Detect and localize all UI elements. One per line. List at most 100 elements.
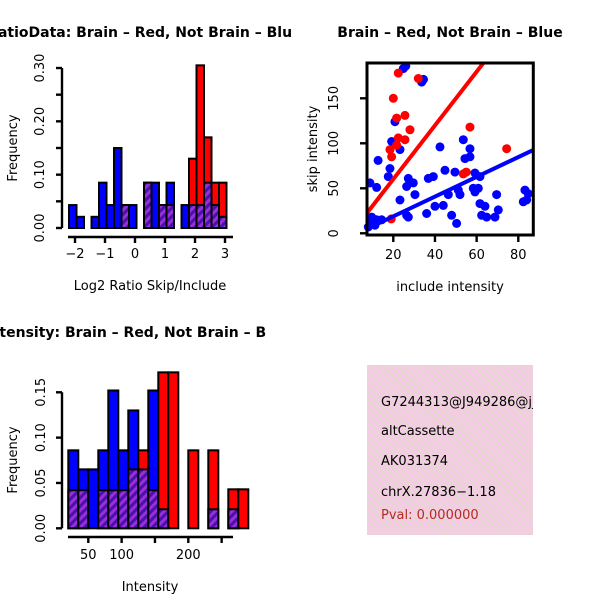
scatter-point-blue [480, 201, 490, 211]
scatter-point-red [465, 122, 475, 132]
scatter-point-red [413, 74, 423, 83]
svg-text:Frequency: Frequency [6, 114, 21, 181]
histogram-bar [105, 204, 115, 229]
histogram-overlap-bar [188, 204, 198, 229]
histogram-overlap-bar [227, 508, 240, 530]
svg-text:0: 0 [131, 247, 139, 262]
scatter-point-blue [422, 209, 432, 218]
svg-text:−1: −1 [95, 247, 114, 262]
tick-labels: −2 −1 0 1 2 3 0.00 0.10 0.20 0.30 [33, 54, 229, 262]
histogram-bar [98, 181, 108, 229]
svg-text:50: 50 [80, 548, 97, 563]
svg-text:20: 20 [385, 248, 402, 263]
histogram-overlap-bar [97, 489, 110, 530]
histogram-overlap-bar [127, 468, 140, 530]
histogram-overlap-bar [137, 468, 150, 530]
tick-labels: 20 40 60 80 0 50 100 150 [327, 86, 527, 263]
scatter-point-blue [473, 183, 483, 193]
scatter-point-blue [405, 177, 415, 187]
svg-text:2: 2 [191, 247, 199, 262]
axis-titles: include intensity skip intensity Brain – R… [306, 25, 563, 295]
histogram-overlap-bar [67, 489, 80, 530]
histogram-overlap-bar [147, 489, 160, 530]
panel-ratio-histogram: −2 −1 0 1 2 3 0.00 0.10 0.20 0.30 Log2 Ratio Skip/… [0, 0, 300, 300]
scatter-point-blue [440, 165, 450, 175]
histogram-bar [68, 204, 78, 229]
histogram-bar [113, 147, 123, 230]
svg-text:150: 150 [327, 86, 342, 111]
histogram-bar [75, 215, 85, 230]
scatter-point-blue [373, 155, 383, 165]
svg-text:−2: −2 [65, 247, 84, 262]
pval-text: Pval: 0.000000 [381, 508, 479, 523]
histogram-overlap-bar [165, 204, 175, 229]
histogram-bar [87, 468, 100, 530]
axes [56, 391, 233, 543]
scatter-point-red [388, 93, 398, 103]
scatter-point-red [392, 140, 402, 150]
event-type-text: altCassette [381, 424, 455, 439]
svg-text:Intensity: Intensity [122, 580, 179, 595]
panel-info: G7244313@J949286@j_ altCassette AK031374… [300, 300, 600, 600]
plot-box [365, 61, 535, 237]
histogram-bar [237, 488, 250, 530]
histogram-overlap-bar [203, 181, 213, 229]
histogram-overlap-bar [117, 489, 130, 530]
histogram-overlap-bar [195, 204, 205, 229]
svg-text:1: 1 [161, 247, 169, 262]
histogram-overlap-bar [158, 204, 168, 229]
svg-text:100: 100 [327, 131, 342, 156]
histogram-bar [167, 371, 180, 530]
chromosome-text: chrX.27836−1.18 [381, 485, 496, 500]
histogram-overlap-bar [143, 181, 153, 229]
scatter-point-blue [490, 212, 500, 222]
scatter-point-red [392, 113, 402, 123]
panel-intensity-scatter: 20 40 60 80 0 50 100 150 include intensity skip i… [300, 0, 600, 300]
svg-text:0.10: 0.10 [34, 423, 49, 452]
scatter-point-blue [438, 200, 448, 210]
svg-text:80: 80 [510, 248, 527, 263]
svg-text:0.00: 0.00 [34, 514, 49, 543]
scatter-point-blue [465, 144, 475, 154]
histogram-overlap-bar [107, 489, 120, 530]
svg-text:skip intensity: skip intensity [306, 105, 321, 192]
scatter-point-blue [482, 212, 492, 222]
scatter-point-blue [450, 167, 460, 177]
histogram-bar [90, 215, 100, 230]
scatter-point-blue [522, 195, 532, 205]
histogram-overlap-bar [210, 204, 220, 229]
scatter-point-blue [383, 172, 393, 182]
scatter-point-blue [447, 210, 457, 220]
tick-labels: 50 100 200 0.00 0.05 0.10 0.15 [34, 378, 201, 563]
svg-text:Frequency: Frequency [6, 426, 21, 493]
histogram-bar [150, 181, 160, 229]
svg-text:50: 50 [327, 180, 342, 197]
histogram-bar [195, 64, 205, 229]
intensity-scatter-chart: 20 40 60 80 0 50 100 150 include intensity skip i… [306, 25, 563, 295]
scatter-point-blue [385, 164, 395, 173]
svg-text:60: 60 [468, 248, 485, 263]
event-info-box: G7244313@J949286@j_ altCassette AK031374… [367, 365, 533, 535]
scatter-point-blue [410, 190, 420, 200]
brain-fit-line [367, 63, 486, 215]
scatter-points [363, 61, 533, 232]
notbrain-fit-line [367, 147, 534, 231]
scatter-point-blue [430, 201, 440, 211]
chart-title: Brain – Red, Not Brain – Blue [337, 25, 562, 41]
scatter-point-blue [492, 190, 502, 200]
scatter-point-red [385, 145, 395, 155]
svg-text:include intensity: include intensity [396, 280, 504, 295]
histogram-bar [128, 204, 138, 229]
histogram-bar [180, 204, 190, 229]
histogram-overlap-bar [207, 508, 220, 530]
histogram-overlap-bar [120, 204, 130, 229]
scatter-point-red [405, 125, 415, 135]
histogram-bars [67, 371, 250, 530]
svg-text:0.00: 0.00 [33, 214, 48, 243]
histogram-bars [68, 64, 228, 230]
svg-text:3: 3 [221, 247, 229, 262]
svg-text:0.05: 0.05 [34, 468, 49, 497]
svg-text:100: 100 [109, 548, 134, 563]
svg-text:200: 200 [176, 548, 201, 563]
